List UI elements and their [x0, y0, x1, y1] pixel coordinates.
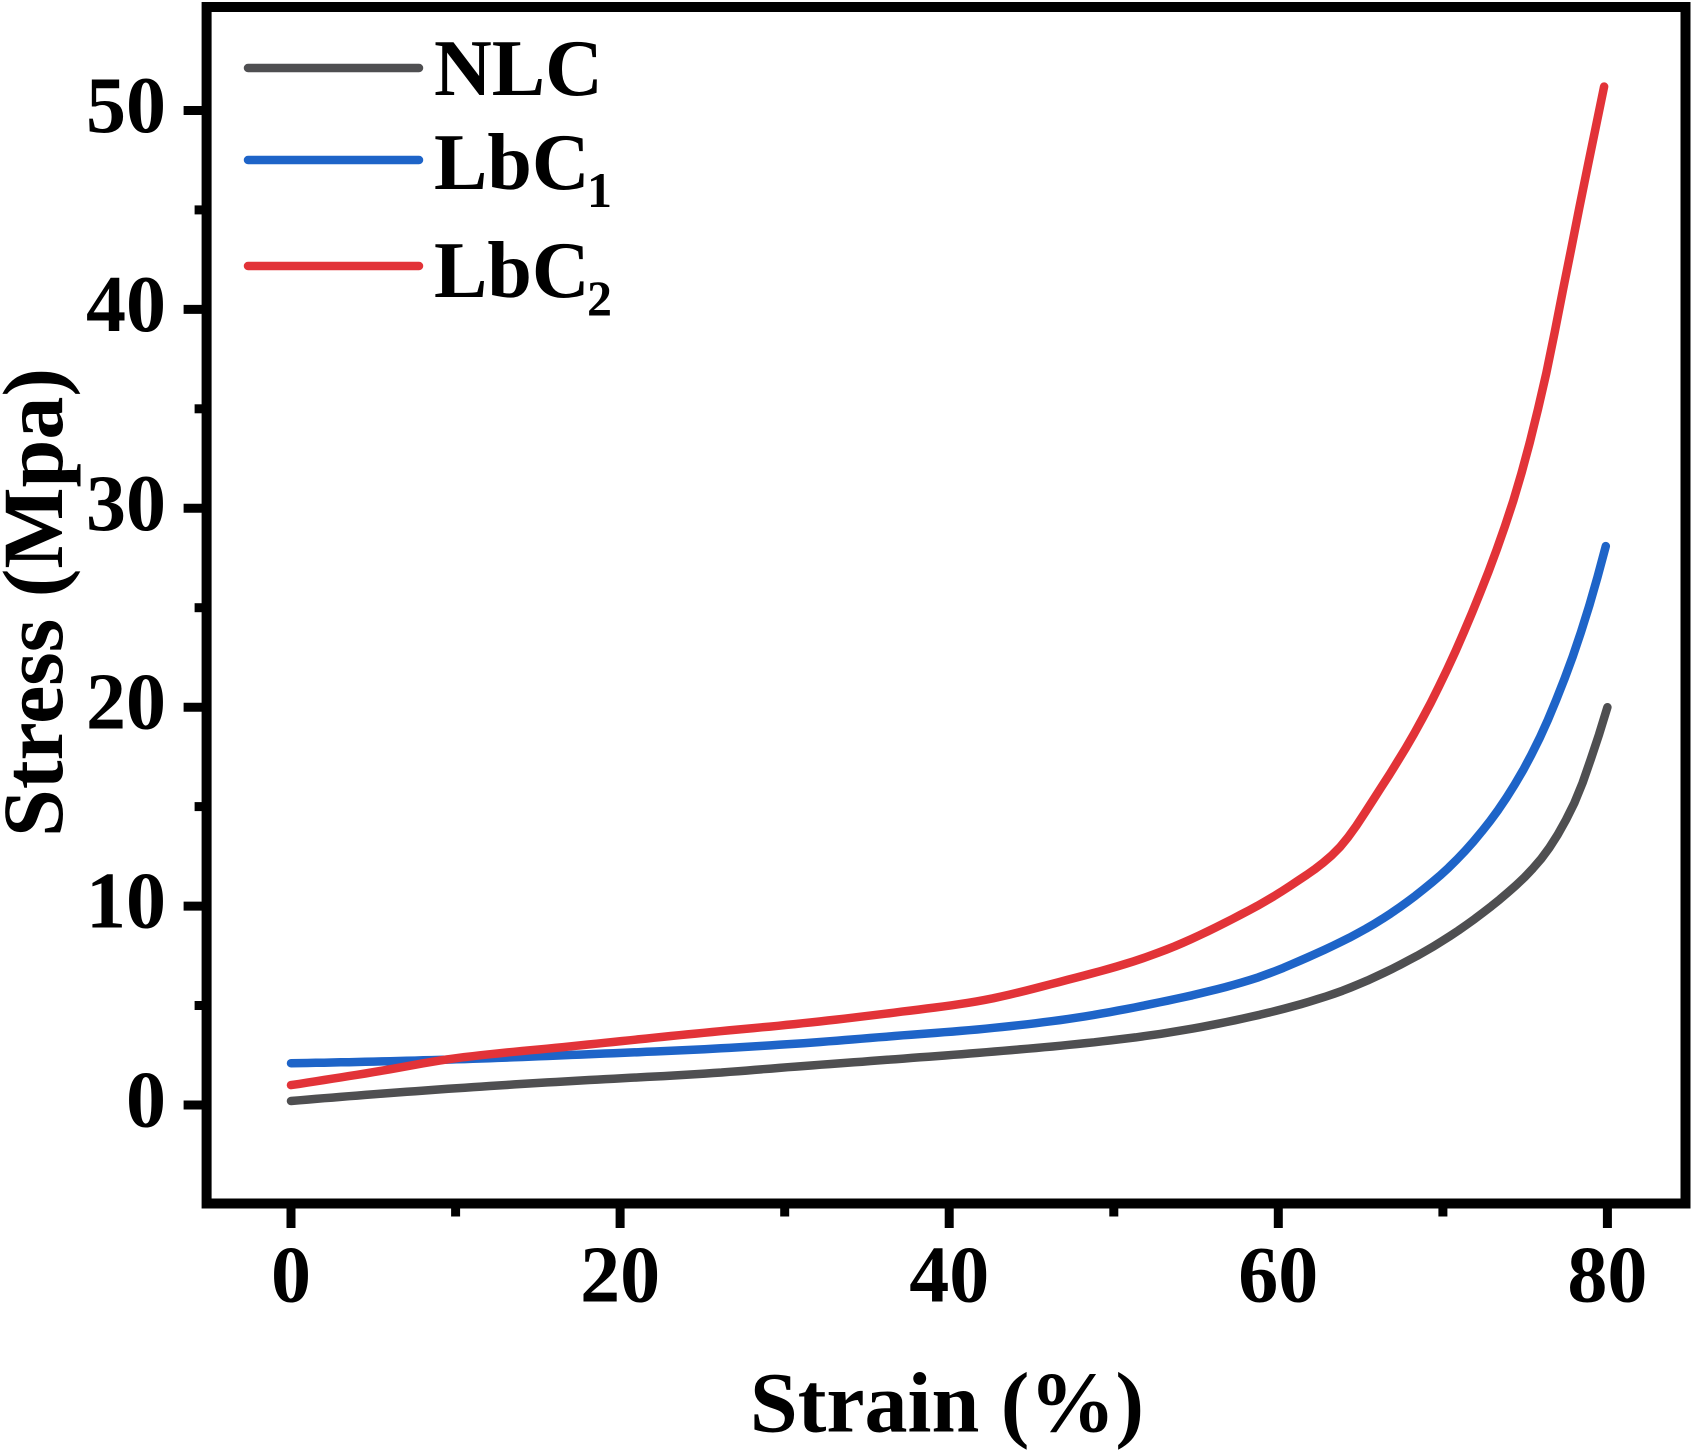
svg-text:2: 2 — [587, 270, 612, 326]
svg-text:0: 0 — [126, 1057, 166, 1145]
svg-text:LbC: LbC — [434, 119, 590, 207]
svg-text:Strain (%): Strain (%) — [750, 1355, 1144, 1451]
svg-text:0: 0 — [271, 1232, 311, 1320]
svg-text:LbC: LbC — [434, 227, 590, 315]
svg-text:Stress (Mpa): Stress (Mpa) — [0, 368, 81, 837]
svg-text:40: 40 — [909, 1232, 989, 1320]
svg-text:20: 20 — [580, 1232, 660, 1320]
svg-text:60: 60 — [1238, 1232, 1318, 1320]
svg-text:20: 20 — [86, 659, 166, 747]
svg-text:30: 30 — [86, 460, 166, 548]
svg-text:40: 40 — [86, 261, 166, 349]
svg-text:10: 10 — [86, 858, 166, 946]
svg-text:80: 80 — [1567, 1232, 1647, 1320]
svg-text:1: 1 — [587, 162, 612, 218]
svg-text:NLC: NLC — [434, 25, 603, 113]
svg-text:50: 50 — [86, 62, 166, 150]
